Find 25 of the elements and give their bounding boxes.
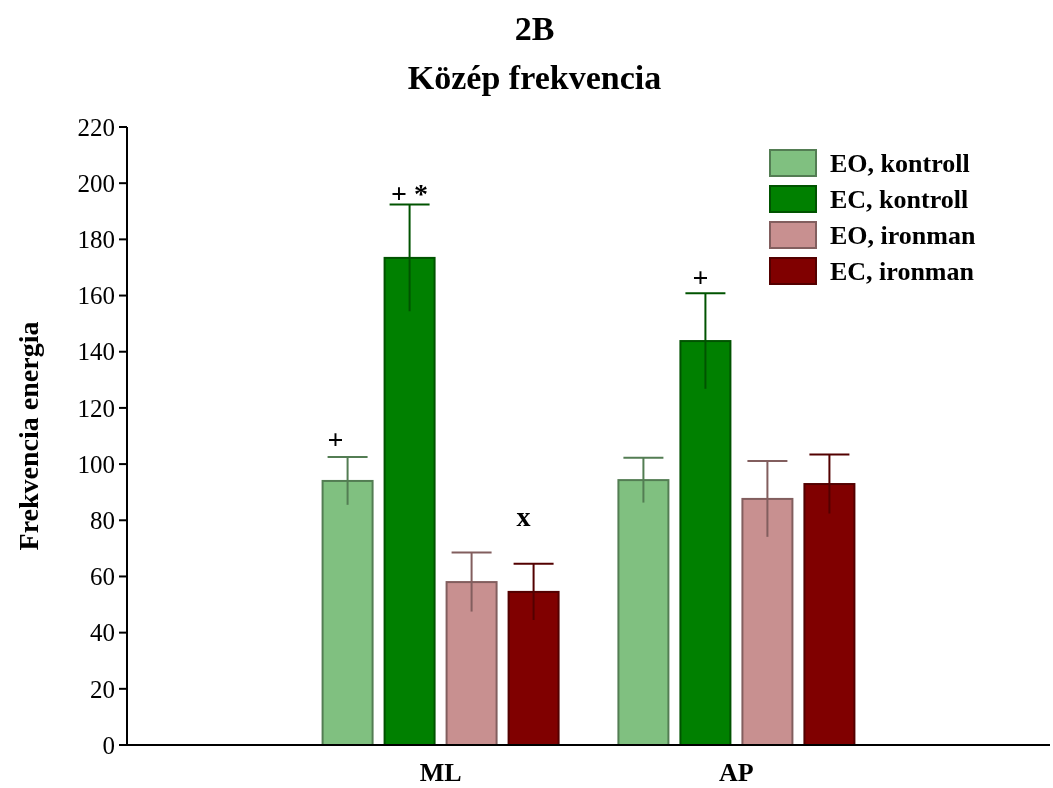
x-tick-label: AP xyxy=(719,758,754,787)
legend-label: EO, kontroll xyxy=(830,149,970,179)
x-tick-label: ML xyxy=(419,758,462,787)
y-tick-label: 60 xyxy=(90,563,115,591)
y-tick-label: 40 xyxy=(90,619,115,647)
y-tick-label: 140 xyxy=(77,338,115,366)
legend-label: EC, ironman xyxy=(830,257,975,287)
y-axis-title: Frekvencia energia xyxy=(13,321,44,551)
chart-title: 2B xyxy=(514,10,555,47)
y-tick-label: 20 xyxy=(90,675,115,703)
y-tick-label: 0 xyxy=(102,731,115,759)
chart-subtitle: Közép frekvencia xyxy=(407,59,662,96)
y-tick-label: 220 xyxy=(77,113,115,141)
y-tick-label: 160 xyxy=(77,282,115,310)
y-tick-label: 180 xyxy=(77,226,115,254)
annotation: x xyxy=(516,500,531,532)
y-tick-label: 120 xyxy=(77,394,115,422)
y-tick-label: 80 xyxy=(90,507,115,535)
annotation: + xyxy=(692,262,709,294)
y-tick-label: 100 xyxy=(77,450,115,478)
legend-label: EC, kontroll xyxy=(830,185,969,215)
y-tick-label: 200 xyxy=(77,169,115,197)
annotation: + * xyxy=(391,177,429,209)
legend-label: EO, ironman xyxy=(830,221,976,251)
annotation: + xyxy=(327,424,344,456)
